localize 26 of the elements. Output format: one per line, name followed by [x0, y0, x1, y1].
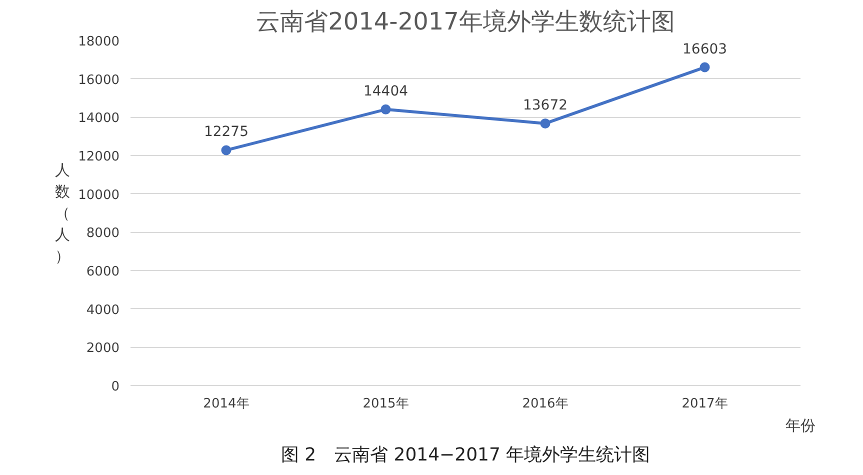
x-tick-label: 2017年 [682, 396, 728, 412]
point [221, 145, 232, 156]
data-label: 14404 [363, 83, 408, 100]
y-tick-label: 0 [111, 380, 120, 394]
y-tick-label: 6000 [86, 264, 120, 280]
y-tick-label: 8000 [86, 226, 120, 242]
y-tick-label: 10000 [78, 188, 120, 203]
y-tick-label: 14000 [78, 111, 120, 126]
point [380, 104, 391, 114]
x-tick-label: 2015年 [362, 396, 409, 412]
y-tick-label: 4000 [86, 302, 120, 318]
point [700, 62, 710, 72]
x-tick-label: 2014年 [203, 396, 250, 412]
y-tick-label: 12000 [78, 150, 120, 164]
data-label: 16603 [682, 41, 728, 58]
caption: 图 2 云南省 2014−2017 年境外学生统计图 [280, 444, 650, 466]
x-axis-title: 年份 [786, 416, 816, 434]
y-tick-label: 18000 [78, 34, 120, 50]
data-label: 13672 [522, 97, 568, 114]
data-label: 12275 [204, 124, 248, 140]
y-tick-label: 2000 [86, 341, 120, 356]
y-axis-title: 人数（人） [55, 160, 70, 266]
chart-title: 云南省2014-2017年境外学生数统计图 [256, 8, 675, 36]
y-tick-label: 16000 [78, 72, 120, 88]
x-tick-label: 2016年 [522, 396, 568, 412]
point [540, 118, 550, 128]
